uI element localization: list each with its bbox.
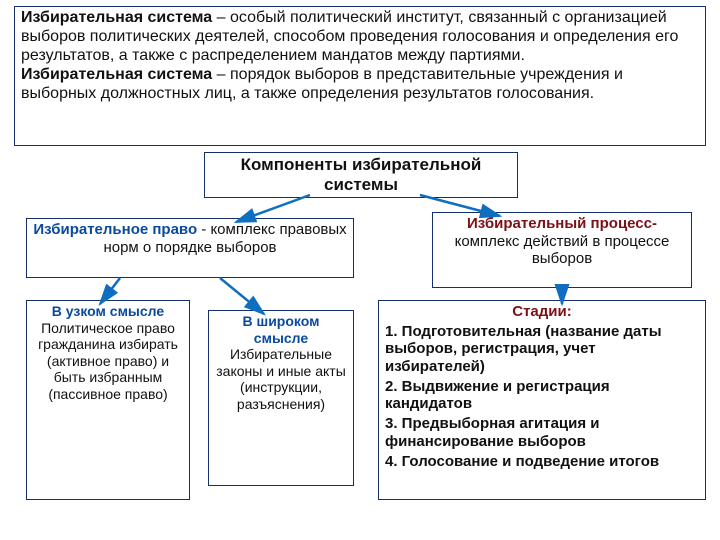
term-1: Избирательная система [21, 9, 212, 26]
stage-item: 4. Голосование и подведение итогов [385, 453, 699, 471]
narrow-sense-box: В узком смысле Политическое право гражда… [26, 300, 190, 500]
components-title: Компоненты избирательной системы [241, 155, 482, 194]
electoral-process-box: Избирательный процесс- комплекс действий… [432, 212, 692, 288]
electoral-process-title: Избирательный процесс- [467, 215, 657, 232]
stages-title: Стадии: [385, 303, 699, 321]
wide-sense-box: В широком смысле Избирательные законы и … [208, 310, 354, 486]
narrow-sense-body: Политическое право гражданина избирать (… [38, 320, 178, 402]
components-title-box: Компоненты избирательной системы [204, 152, 518, 198]
stage-item: 3. Предвыборная агитация и финансировани… [385, 415, 699, 450]
narrow-sense-title: В узком смысле [52, 303, 164, 319]
wide-sense-title: В широком смысле [243, 313, 320, 346]
definitions-box: Избирательная система – особый политичес… [14, 6, 706, 146]
electoral-law-box: Избирательное право - комплекс правовых … [26, 218, 354, 278]
electoral-law-title: Избирательное право [33, 221, 197, 238]
electoral-process-def: комплекс действий в процессе выборов [455, 233, 670, 268]
stage-item: 2. Выдвижение и регистрация кандидатов [385, 378, 699, 413]
term-2: Избирательная система [21, 66, 212, 83]
stages-list: 1. Подготовительная (название даты выбор… [385, 323, 699, 471]
stages-box: Стадии: 1. Подготовительная (название да… [378, 300, 706, 500]
stage-item: 1. Подготовительная (название даты выбор… [385, 323, 699, 376]
wide-sense-body: Избирательные законы и иные акты (инстру… [216, 346, 346, 412]
